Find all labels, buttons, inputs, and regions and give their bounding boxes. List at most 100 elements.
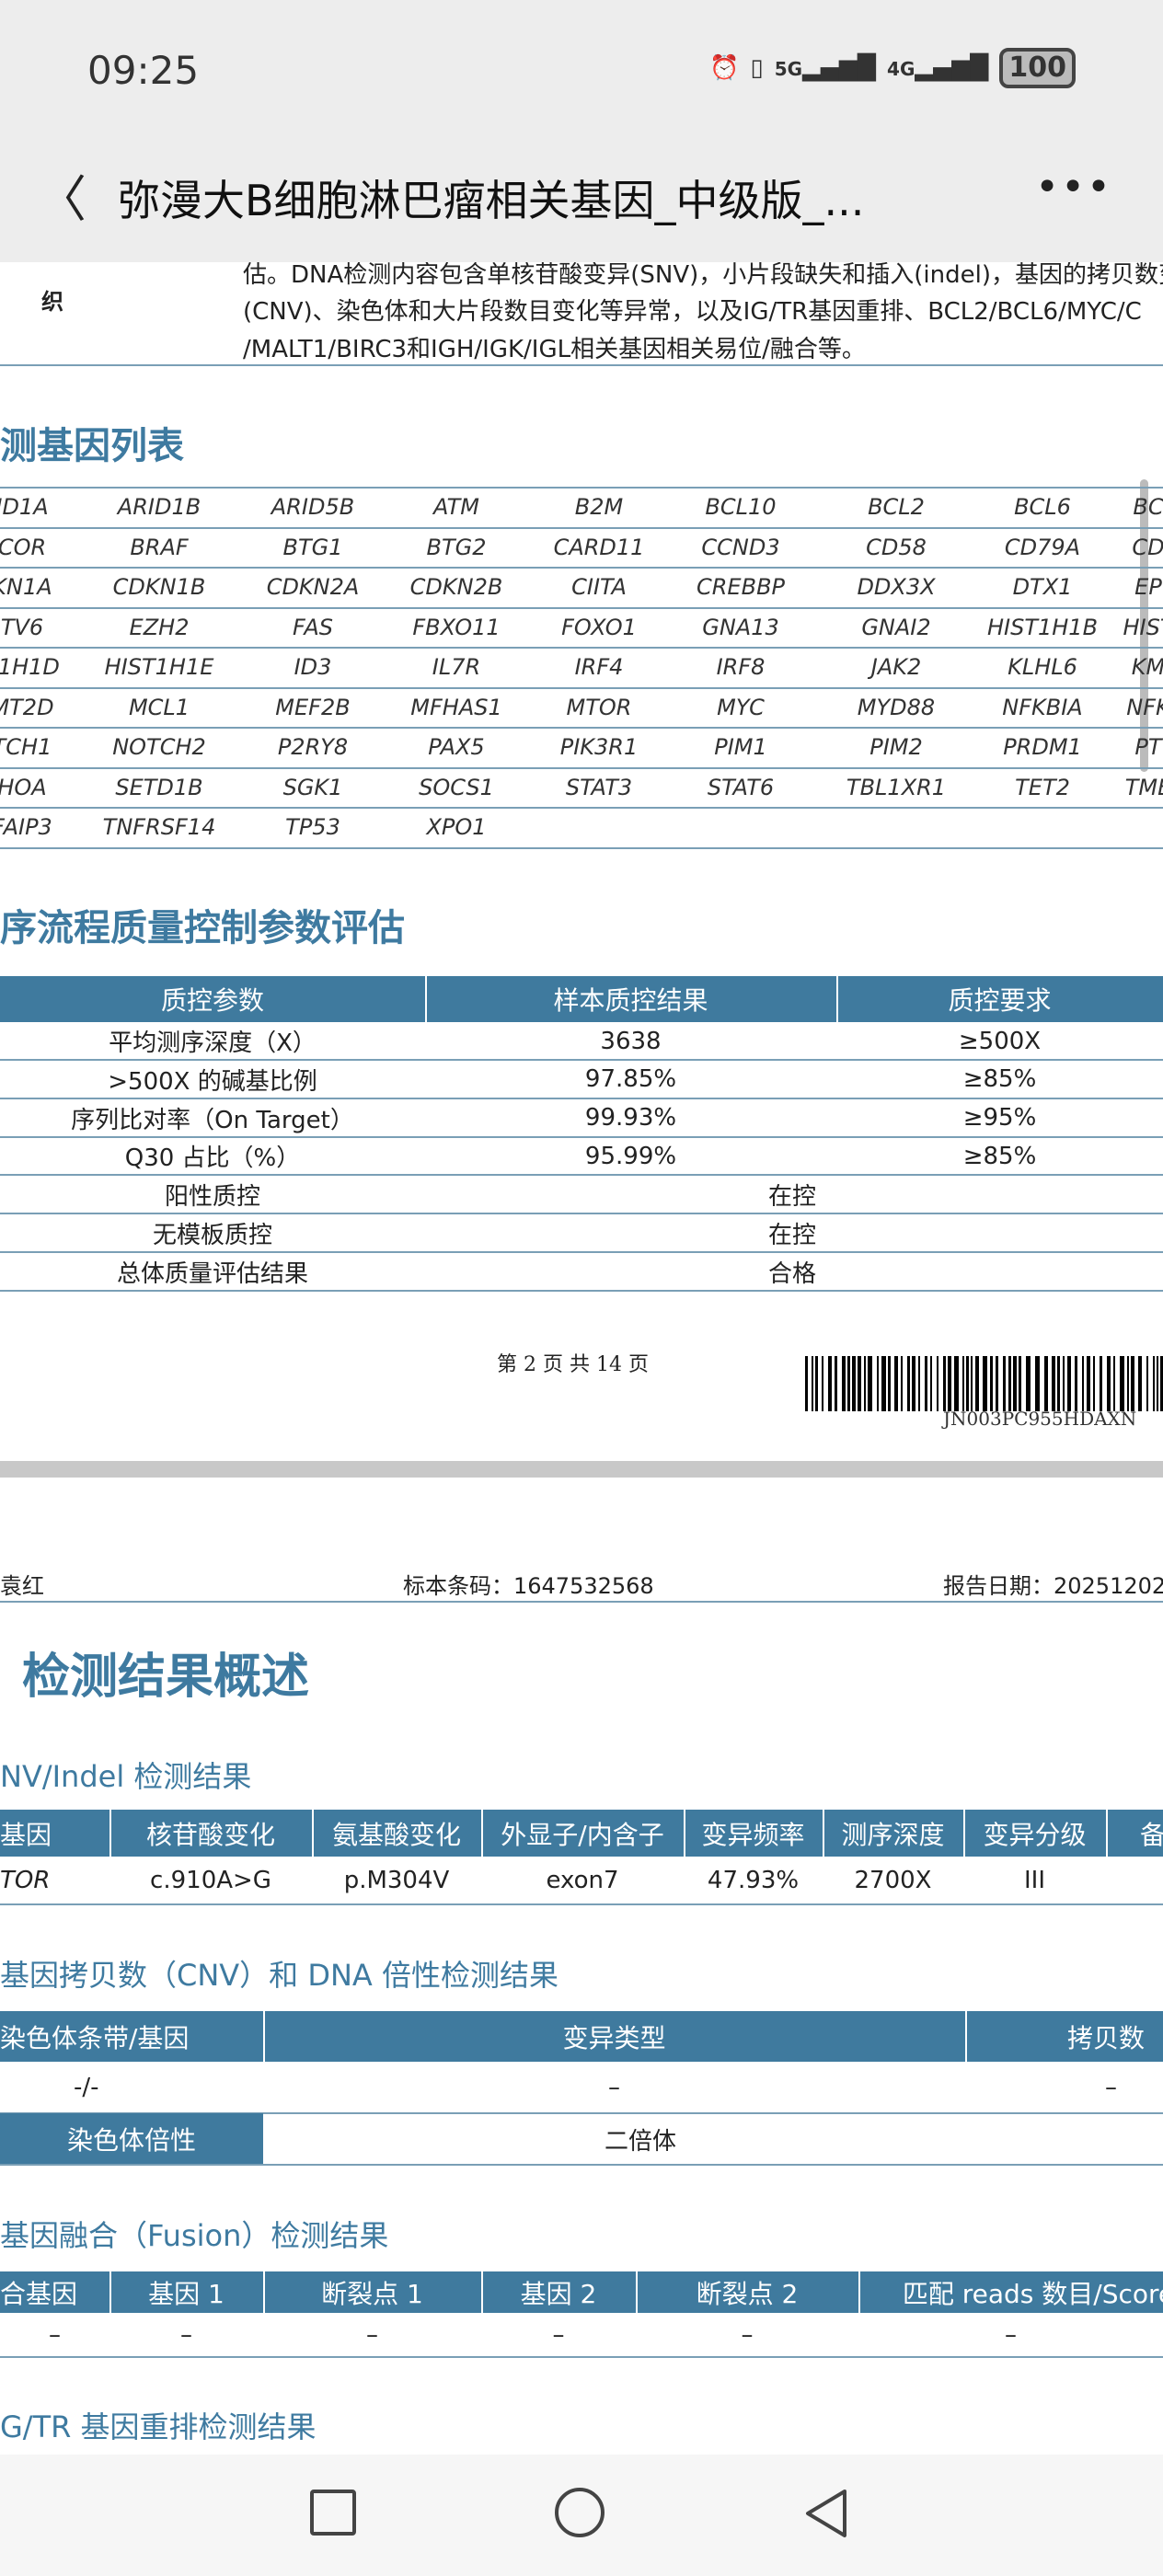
column-divider: [684, 1810, 685, 1857]
gene-cell: GNA13: [702, 614, 779, 640]
barcode-bar: [1067, 1356, 1071, 1411]
barcode-bar: [966, 1356, 969, 1411]
gene-cell: DTX1: [1012, 574, 1073, 600]
qc-cell: 总体质量评估结果: [116, 1260, 308, 1288]
snv-header-cell: 变异分级: [963, 1810, 1106, 1857]
document-title: 弥漫大B细胞淋巴瘤相关基因_中级版_...: [118, 176, 865, 225]
scrollbar[interactable]: [1140, 479, 1148, 772]
gene-cell: FAS: [292, 614, 334, 640]
row-divider: [0, 2112, 1163, 2114]
cnv-cell: -/-: [74, 2073, 99, 2101]
gene-cell: GNAI2: [861, 614, 931, 640]
barcode-bar: [894, 1356, 898, 1411]
igtr-title: G/TR 基因重排检测结果: [0, 2409, 317, 2444]
barcode-bar: [1146, 1356, 1148, 1411]
back-icon[interactable]: [802, 2488, 850, 2539]
row-divider: [0, 567, 1163, 569]
barcode-bar: [1107, 1356, 1111, 1411]
5g-signal-icon: 5G▂▄▆█: [774, 54, 877, 82]
gene-cell: KM: [1131, 654, 1163, 680]
gene-cell: BCL10: [705, 494, 777, 520]
column-divider: [425, 976, 427, 1022]
gene-cell: PAX5: [428, 734, 485, 760]
barcode-bar: [1131, 1356, 1134, 1411]
intro-line-3: /MALT1/BIRC3和IGH/IGK/IGL相关基因相关易位/融合等。: [243, 336, 866, 363]
gene-cell: IL7R: [432, 654, 481, 680]
row-divider: [0, 846, 1163, 849]
snv-cell: III: [1023, 1867, 1045, 1894]
barcode-bar: [971, 1356, 973, 1411]
gene-cell: CREBBP: [697, 574, 785, 600]
qc-cell: 95.99%: [584, 1142, 677, 1170]
column-divider: [836, 976, 838, 1022]
row-divider: [0, 727, 1163, 729]
gene-cell: MEF2B: [275, 694, 351, 720]
fusion-cell: –: [180, 2320, 192, 2349]
barcode-bar: [1157, 1356, 1158, 1411]
table-border: [0, 487, 1163, 489]
gene-cell: P2RY8: [277, 734, 349, 760]
gene-cell: ATM: [432, 494, 480, 520]
column-divider: [109, 1810, 111, 1857]
gene-cell: CARD11: [553, 534, 645, 560]
barcode-bar: [954, 1356, 959, 1411]
barcode-bar: [1093, 1356, 1095, 1411]
gene-cell: CDKN2A: [266, 574, 360, 600]
fusion-cell: –: [49, 2320, 61, 2349]
barcode-bar: [805, 1356, 808, 1411]
sample-code: 标本条码：1647532568: [403, 1573, 654, 1599]
fusion-header-cell: 匹配 reads 数目/Score: [858, 2271, 1163, 2313]
gene-cell: KLHL6: [1008, 654, 1077, 680]
gene-cell: HOA: [0, 774, 47, 800]
cnv-header-cell: 染色体条带/基因: [0, 2011, 263, 2062]
ploidy-value: 二倍体: [604, 2127, 676, 2156]
row-divider: [0, 606, 1163, 609]
fusion-header-cell: 基因 2: [481, 2271, 636, 2313]
barcode-bar: [943, 1356, 946, 1411]
gene-cell: ID1A: [0, 494, 49, 520]
qc-cell: ≥95%: [962, 1104, 1037, 1133]
barcode-bar: [901, 1356, 903, 1411]
barcode-bar: [983, 1356, 987, 1411]
barcode-bar: [1113, 1356, 1115, 1411]
gene-cell: MYD88: [857, 694, 936, 720]
snv-header-cell: 核苷酸变化: [109, 1810, 312, 1857]
column-divider: [858, 2271, 860, 2313]
barcode-bar: [996, 1356, 998, 1411]
qc-merged-cell: 在控: [767, 1183, 816, 1211]
recent-apps-icon[interactable]: [310, 2490, 356, 2536]
snv-header-cell: 测序深度: [823, 1810, 963, 1857]
app-bar: 〈 弥漫大B细胞淋巴瘤相关基因_中级版_... •••: [0, 147, 1163, 262]
barcode-bar: [822, 1356, 823, 1411]
row-divider: [0, 1290, 1163, 1292]
home-icon[interactable]: [555, 2488, 605, 2537]
fusion-title: 基因融合（Fusion）检测结果: [0, 2218, 389, 2253]
report-date: 报告日期：20251202: [943, 1573, 1163, 1599]
barcode-bar: [990, 1356, 993, 1411]
gene-cell: CCND3: [701, 534, 780, 560]
gene-cell: BCL2: [868, 494, 925, 520]
gene-cell: TV6: [0, 614, 44, 640]
qc-cell: >500X 的碱基比例: [108, 1067, 317, 1096]
navigation-bar: [0, 2455, 1163, 2576]
row-divider: [0, 2164, 1163, 2166]
status-bar: 09:25 ⏰ ▯ 5G▂▄▆█ 4G▂▄▆█ 100: [0, 0, 1163, 147]
gene-cell: CD58: [866, 534, 927, 560]
qc-cell: ≥85%: [962, 1142, 1037, 1170]
gene-cell: MFHAS1: [410, 694, 502, 720]
snv-title: NV/Indel 检测结果: [0, 1759, 252, 1794]
fusion-header-cell: 合基因: [0, 2271, 109, 2313]
gene-cell: NFKBIA: [1002, 694, 1083, 720]
qc-cell: ≥85%: [962, 1065, 1037, 1094]
barcode-bar: [847, 1356, 850, 1411]
barcode-bar: [1035, 1356, 1040, 1411]
gene-cell: PIM1: [714, 734, 767, 760]
chevron-left-icon[interactable]: 〈: [37, 170, 86, 228]
more-icon[interactable]: •••: [1035, 164, 1112, 211]
gene-cell: BTG1: [282, 534, 343, 560]
barcode-bar: [812, 1356, 813, 1411]
barcode-bar: [907, 1356, 910, 1411]
barcode-bar: [1100, 1356, 1102, 1411]
intro-line-2: (CNV)、染色体和大片段数目变化等异常，以及IG/TR基因重排、BCL2/BC…: [243, 298, 1142, 326]
